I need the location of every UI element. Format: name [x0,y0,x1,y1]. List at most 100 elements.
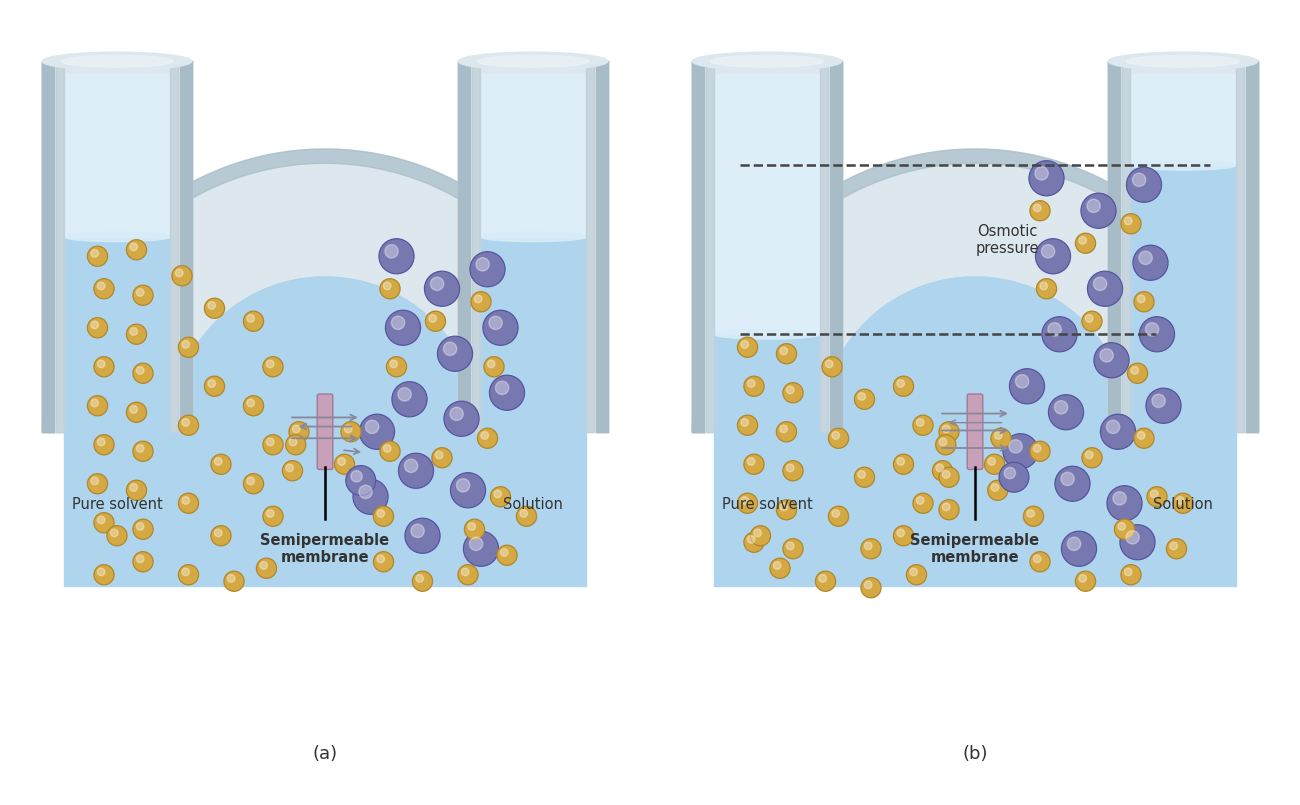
Ellipse shape [714,329,820,339]
Circle shape [263,435,283,455]
Circle shape [91,321,99,328]
Circle shape [98,360,105,368]
Circle shape [91,250,99,258]
Circle shape [126,324,147,345]
Circle shape [936,435,956,455]
Circle shape [474,295,482,303]
Circle shape [94,357,114,377]
Circle shape [1139,251,1152,265]
Circle shape [1106,420,1119,434]
Circle shape [243,312,264,332]
Text: (a): (a) [312,745,338,763]
Text: (b): (b) [962,745,988,763]
Text: Semipermeable
membrane: Semipermeable membrane [260,532,390,565]
Circle shape [1100,349,1113,362]
Circle shape [130,484,138,491]
Circle shape [1034,444,1041,452]
Circle shape [450,407,463,420]
Circle shape [289,438,296,446]
Circle shape [916,497,924,504]
Circle shape [462,568,469,576]
Circle shape [87,246,108,266]
Circle shape [133,363,153,383]
Circle shape [497,545,517,565]
Circle shape [133,285,153,305]
Circle shape [425,312,446,332]
Circle shape [741,419,749,427]
Circle shape [1087,271,1122,306]
Circle shape [1134,291,1154,312]
Circle shape [204,298,225,318]
Circle shape [1131,366,1139,374]
Ellipse shape [477,56,589,67]
Circle shape [939,500,959,520]
Circle shape [243,473,264,493]
Polygon shape [692,149,1258,431]
Circle shape [429,315,437,322]
Ellipse shape [61,56,173,67]
Circle shape [747,380,755,387]
Circle shape [1095,343,1128,378]
Circle shape [991,484,998,491]
Circle shape [484,310,517,345]
Circle shape [126,240,147,260]
Circle shape [377,555,385,563]
Circle shape [411,524,424,538]
Circle shape [1023,506,1044,526]
Polygon shape [42,149,608,431]
Circle shape [182,568,190,576]
Circle shape [390,360,398,368]
Circle shape [747,457,755,465]
Circle shape [741,497,749,504]
Circle shape [176,269,183,277]
Circle shape [398,388,411,401]
Circle shape [351,471,363,482]
Circle shape [1028,161,1063,196]
Circle shape [456,479,469,492]
Circle shape [133,551,153,572]
Circle shape [1004,468,1015,479]
Circle shape [477,428,498,448]
Circle shape [1040,282,1048,290]
Polygon shape [692,149,1258,431]
Circle shape [436,451,443,459]
Circle shape [750,526,771,546]
Circle shape [1126,530,1139,544]
Circle shape [500,548,508,556]
Circle shape [126,402,147,423]
Circle shape [495,381,508,394]
Circle shape [1132,173,1145,187]
Circle shape [136,522,144,530]
Circle shape [346,465,376,495]
Circle shape [98,438,105,446]
Circle shape [1075,233,1096,254]
Circle shape [942,471,950,478]
Circle shape [130,328,138,335]
Circle shape [770,558,790,578]
Circle shape [783,460,803,481]
Circle shape [1132,246,1167,280]
Circle shape [182,341,190,349]
Circle shape [282,460,303,481]
Circle shape [942,425,950,433]
Circle shape [1134,428,1154,448]
Circle shape [815,572,836,592]
Circle shape [864,581,872,588]
Circle shape [107,526,127,546]
Circle shape [385,310,421,345]
Circle shape [488,360,495,368]
Circle shape [214,529,222,537]
Circle shape [344,425,352,433]
Circle shape [247,315,255,322]
Circle shape [1145,323,1158,336]
Circle shape [1106,485,1141,521]
Ellipse shape [1108,52,1258,70]
Text: Semipermeable
membrane: Semipermeable membrane [910,532,1040,565]
Circle shape [744,532,764,552]
Circle shape [939,422,959,442]
Circle shape [910,568,918,576]
Circle shape [443,401,478,436]
FancyBboxPatch shape [967,394,983,469]
Circle shape [991,428,1011,448]
Circle shape [897,457,905,465]
